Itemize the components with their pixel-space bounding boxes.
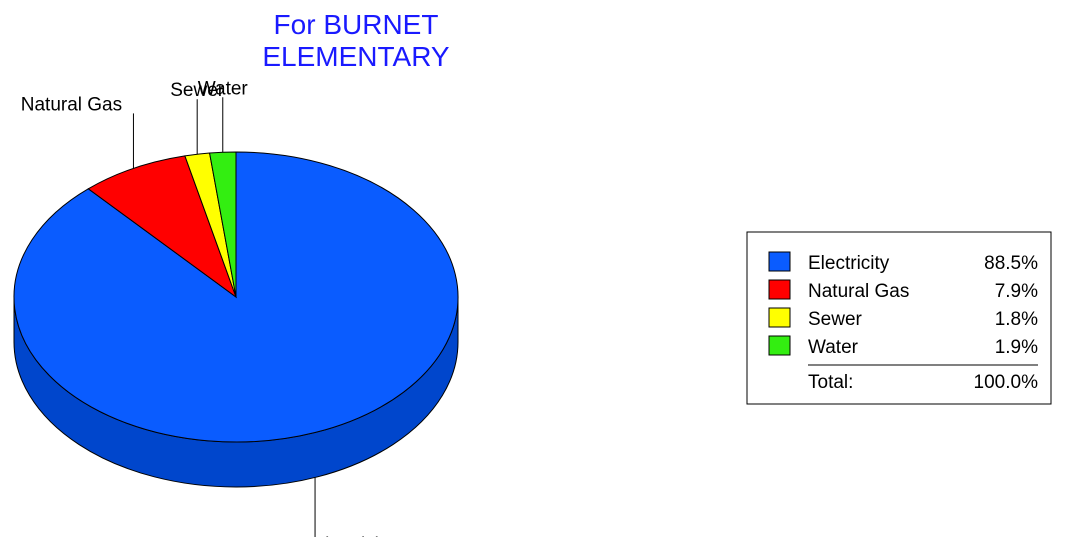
legend-swatch xyxy=(768,279,791,300)
legend-value: 1.9% xyxy=(995,337,1038,358)
legend-swatch xyxy=(768,251,791,272)
pie-slice-water xyxy=(208,151,237,298)
slice-label-electricity: Electricity xyxy=(312,534,394,537)
pie-slice-natural-gas xyxy=(87,155,238,299)
legend-label: Natural Gas xyxy=(808,281,909,302)
legend-box xyxy=(746,231,1052,405)
slice-label-natural-gas: Natural Gas xyxy=(21,94,122,115)
chart-title-line-2: ELEMENTARY xyxy=(262,41,450,72)
legend-value: 1.8% xyxy=(995,309,1038,330)
legend-value: 7.9% xyxy=(995,281,1038,302)
legend: Electricity 88.5% Natural Gas 7.9% Sewer 1.8%… xyxy=(746,231,1052,405)
slice-label-sewer: Sewer xyxy=(170,80,225,101)
chart-title: For BURNET ELEMENTARY xyxy=(262,9,450,72)
pie-slice-electricity xyxy=(13,151,459,443)
legend-swatch xyxy=(768,307,791,328)
legend-value: 88.5% xyxy=(984,253,1038,274)
chart-title-line-1: For BURNET xyxy=(274,9,439,40)
legend-label: Sewer xyxy=(808,309,863,330)
legend-total-value: 100.0% xyxy=(974,372,1039,393)
legend-label: Water xyxy=(808,337,859,358)
legend-swatch xyxy=(768,335,791,356)
pie-body xyxy=(13,151,459,488)
legend-label: Electricity xyxy=(808,253,890,274)
legend-total-label: Total: xyxy=(808,372,853,393)
slice-label-water: Water xyxy=(198,78,249,99)
